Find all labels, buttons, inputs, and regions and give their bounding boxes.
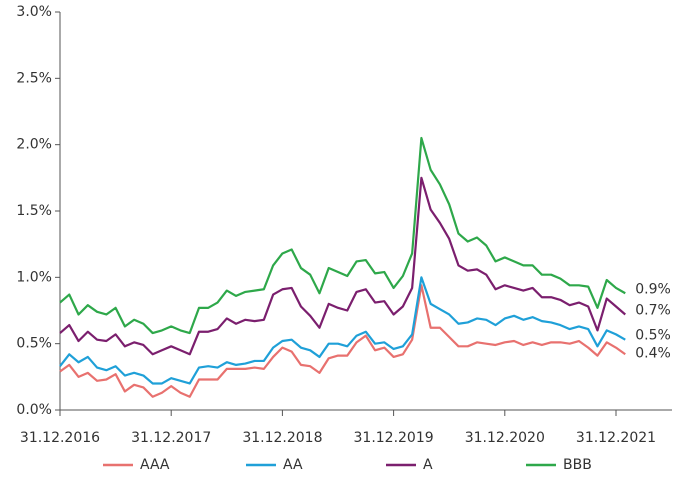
end-label: 0.4%: [635, 346, 671, 362]
y-tick-label: 3.0%: [16, 4, 52, 20]
legend-label: AA: [283, 457, 303, 473]
series-line: [59, 284, 626, 398]
end-label: 0.5%: [635, 328, 671, 344]
y-tick-label: 2.0%: [16, 137, 52, 153]
legend-label: A: [423, 457, 433, 473]
y-tick-label: 1.0%: [16, 269, 52, 285]
x-tick-label: 31.12.2019: [354, 430, 434, 446]
legend-label: AAA: [140, 457, 170, 473]
y-tick-label: 2.5%: [16, 70, 52, 86]
x-tick-label: 31.12.2020: [465, 430, 545, 446]
end-label: 0.9%: [635, 281, 671, 297]
x-tick-label: 31.12.2017: [131, 430, 211, 446]
x-tick-label: 31.12.2016: [20, 430, 100, 446]
y-tick-label: 0.5%: [16, 336, 52, 352]
series-line: [59, 176, 626, 356]
end-label: 0.7%: [635, 302, 671, 318]
series-line: [59, 276, 626, 385]
x-tick-label: 31.12.2018: [242, 430, 322, 446]
legend-label: BBB: [563, 457, 592, 473]
y-tick-label: 1.5%: [16, 203, 52, 219]
x-tick-label: 31.12.2021: [576, 430, 656, 446]
y-tick-label: 0.0%: [16, 402, 52, 418]
series-line: [59, 136, 626, 335]
